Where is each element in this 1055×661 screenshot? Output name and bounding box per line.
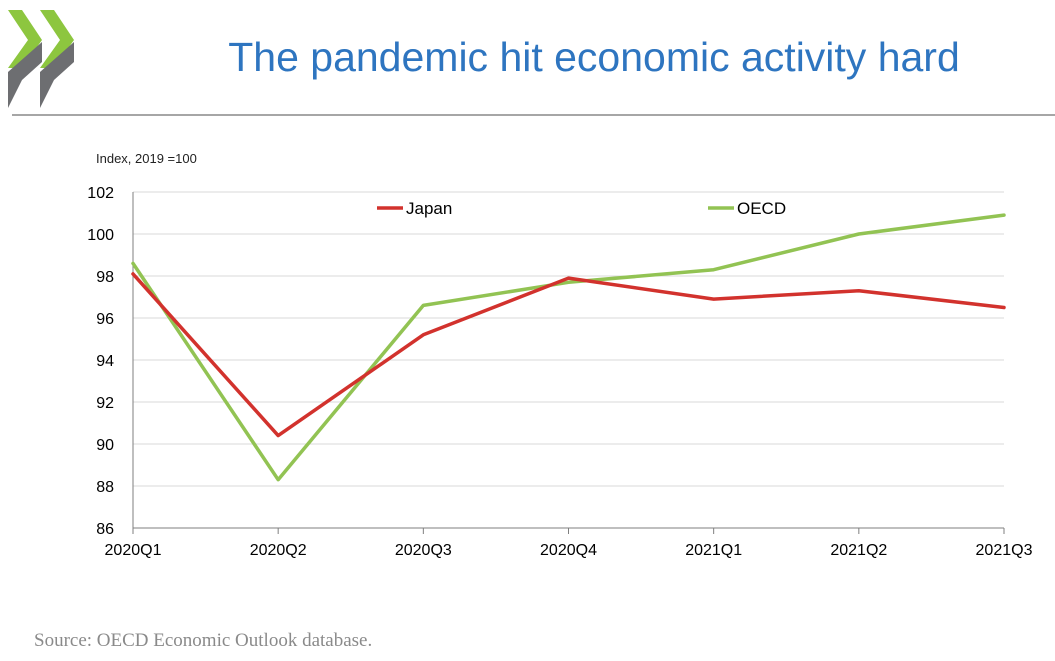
logo-chevron-green-right — [40, 10, 74, 68]
x-tick-label: 2020Q3 — [395, 542, 452, 559]
y-tick-label: 86 — [96, 521, 114, 538]
series-line-oecd — [131, 213, 1006, 482]
x-tick-label: 2020Q4 — [540, 542, 597, 559]
title-divider — [12, 114, 1055, 116]
x-tick-label: 2021Q1 — [685, 542, 742, 559]
x-tick-label: 2020Q1 — [105, 542, 162, 559]
y-tick-label: 98 — [96, 269, 114, 286]
x-tick-label: 2020Q2 — [250, 542, 307, 559]
legend-label-japan: Japan — [406, 199, 452, 218]
series-line-japan — [131, 272, 1006, 438]
logo-chevron-green-left — [8, 10, 42, 68]
y-tick-label: 96 — [96, 311, 114, 328]
logo-chevron-gray-left — [8, 42, 42, 108]
series-lines — [131, 213, 1006, 482]
chart-title: The pandemic hit economic activity hard — [228, 34, 960, 80]
y-tick-label: 90 — [96, 437, 114, 454]
y-tick-label: 100 — [87, 227, 114, 244]
y-axis-unit-label: Index, 2019 =100 — [96, 151, 197, 166]
y-tick-label: 92 — [96, 395, 114, 412]
x-tick-label: 2021Q2 — [830, 542, 887, 559]
y-tick-label: 94 — [96, 353, 114, 370]
oecd-logo-icon — [8, 10, 74, 108]
y-tick-label: 102 — [87, 185, 114, 202]
gridlines — [133, 191, 1004, 487]
legend-label-oecd: OECD — [737, 199, 786, 218]
axes: 86 88 90 92 94 96 98 100 102 2020Q1 2020Q2 2020Q3 20… — [87, 185, 1032, 559]
x-tick-label: 2021Q3 — [976, 542, 1033, 559]
logo-chevron-gray-right — [40, 42, 74, 108]
y-tick-label: 88 — [96, 479, 114, 496]
source-note: Source: OECD Economic Outlook database. — [34, 630, 373, 651]
legend: Japan OECD — [377, 199, 786, 218]
